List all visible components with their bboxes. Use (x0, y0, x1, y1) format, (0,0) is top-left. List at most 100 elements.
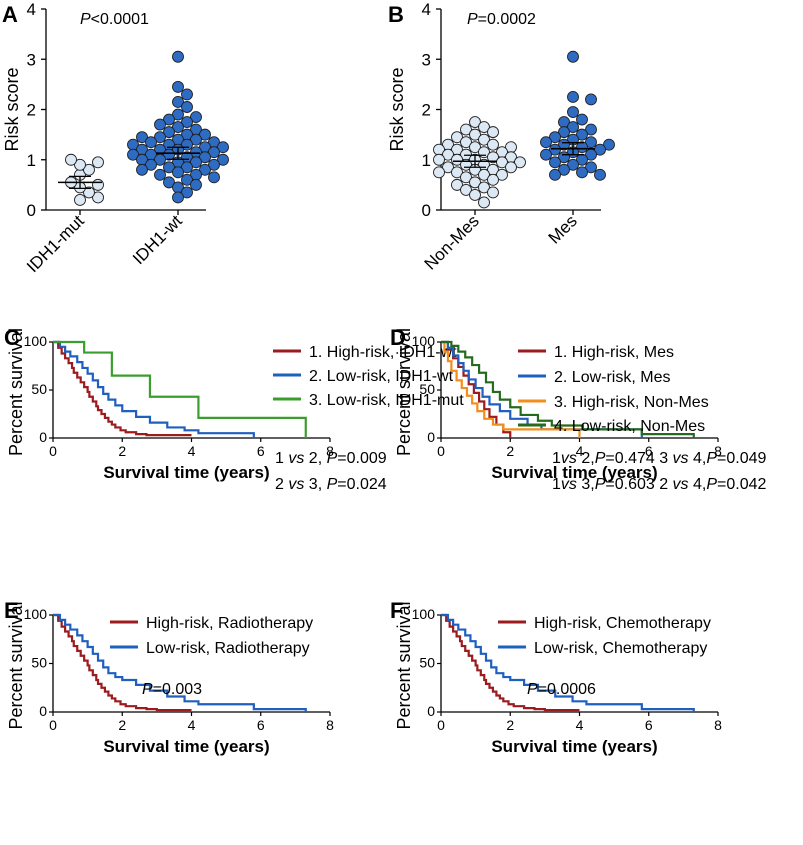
data-point (172, 108, 184, 121)
data-point (154, 131, 166, 144)
panel-label: D (390, 325, 406, 350)
annotation-span: P (142, 681, 153, 698)
annotation-span: 1 (552, 476, 561, 493)
annotation-span: =0.024 (337, 476, 386, 493)
x-tick-label: 0 (437, 717, 445, 733)
data-point (576, 113, 588, 126)
data-point (190, 111, 202, 123)
y-axis-label: Percent survival (6, 601, 26, 729)
data-point (496, 156, 508, 169)
legend-label: 3. Low-risk, IDH1-mut (309, 392, 464, 409)
data-point (190, 133, 202, 146)
data-point (172, 50, 184, 63)
data-point (478, 133, 490, 146)
annotation-span: =0.603 2 (605, 476, 672, 493)
p-value-annotation: P<0.0001 (80, 11, 149, 28)
y-tick-label: 0 (39, 429, 47, 445)
data-point (478, 181, 490, 194)
data-point (505, 161, 517, 174)
data-point (190, 178, 202, 191)
y-tick-label: 100 (412, 606, 436, 622)
data-point (576, 128, 588, 141)
data-point (163, 126, 175, 139)
survival-curve (441, 613, 695, 712)
data-point (172, 80, 184, 93)
data-point (469, 176, 481, 189)
data-point (451, 166, 463, 179)
y-tick-label: 100 (412, 333, 436, 349)
legend-label: 1. High-risk, Mes (554, 344, 674, 361)
annotation-span: =0.009 (337, 450, 386, 467)
y-tick-label: 0 (427, 703, 435, 719)
annotation-span: P (467, 11, 478, 28)
data-point (603, 138, 615, 151)
data-point (181, 88, 193, 101)
data-point (451, 131, 463, 144)
x-tick-label: 4 (188, 717, 196, 733)
y-tick-label: 4 (27, 0, 36, 19)
x-tick-label: 0 (437, 443, 445, 459)
data-point (460, 171, 472, 184)
legend-label: 2. Low-risk, IDH1-wt (309, 368, 454, 385)
annotation-span: 4, (689, 450, 707, 467)
x-tick-label: 8 (326, 443, 334, 459)
y-tick-label: 50 (419, 381, 435, 397)
data-point (199, 128, 211, 141)
data-point (478, 168, 490, 181)
x-tick-label: 6 (645, 717, 653, 733)
data-point (576, 166, 588, 179)
y-tick-label: 100 (24, 333, 48, 349)
data-point (487, 151, 499, 164)
category-label: IDH1-wt (129, 211, 186, 268)
x-tick-label: 6 (257, 717, 265, 733)
panel-label: B (388, 2, 404, 27)
data-point (540, 148, 552, 161)
data-point (83, 163, 95, 176)
y-axis-label: Percent survival (6, 328, 26, 456)
p-value-annotation: P=0.0002 (467, 11, 536, 28)
panel-F: F 0 50 100 0 2 4 6 8 Survival time (years) Percent… (390, 598, 722, 756)
x-tick-label: 6 (645, 443, 653, 459)
x-tick-label: 0 (49, 443, 57, 459)
survival-curve (441, 340, 581, 438)
annotation-span: =0.049 (717, 450, 766, 467)
panel-E: E 0 50 100 0 2 4 6 8 Survival time (years) Percent… (4, 598, 334, 756)
x-tick-label: 8 (326, 717, 334, 733)
data-point (558, 138, 570, 151)
annotation-span: 2, (577, 450, 595, 467)
data-point (549, 168, 561, 181)
data-point (92, 191, 104, 204)
data-point (442, 148, 454, 161)
data-point (172, 191, 184, 204)
annotation-span: P (595, 450, 606, 467)
y-tick-label: 2 (27, 101, 36, 120)
data-point (558, 163, 570, 176)
data-point (136, 131, 148, 144)
legend-label: 1. High-risk, IDH1-wt (309, 344, 457, 361)
y-axis-label: Percent survival (394, 328, 414, 456)
data-point (154, 118, 166, 131)
data-point (567, 90, 579, 103)
x-tick-label: 8 (714, 443, 722, 459)
data-point (65, 153, 77, 166)
y-tick-label: 2 (422, 101, 431, 120)
data-point (567, 106, 579, 118)
data-point (496, 168, 508, 181)
data-point (163, 176, 175, 189)
annotation-span: 1 (552, 450, 561, 467)
data-point (433, 166, 445, 179)
data-point (469, 128, 481, 141)
x-tick-label: 2 (118, 717, 126, 733)
annotation-span: 4, (689, 476, 707, 493)
data-point (460, 136, 472, 149)
data-point (478, 196, 490, 209)
data-point (567, 50, 579, 63)
data-point (442, 161, 454, 174)
p-value-annotation: 2 vs 3, P=0.024 (275, 476, 387, 493)
annotation-span: vs (561, 476, 577, 493)
x-tick-label: 6 (257, 443, 265, 459)
y-tick-label: 3 (422, 50, 431, 69)
y-tick-label: 50 (31, 655, 47, 671)
data-point (460, 183, 472, 196)
